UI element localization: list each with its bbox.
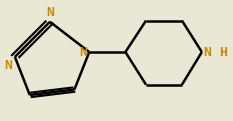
Text: N: N bbox=[46, 6, 54, 19]
Text: N: N bbox=[5, 59, 13, 72]
Text: N H: N H bbox=[204, 45, 228, 59]
Text: N: N bbox=[79, 45, 87, 59]
